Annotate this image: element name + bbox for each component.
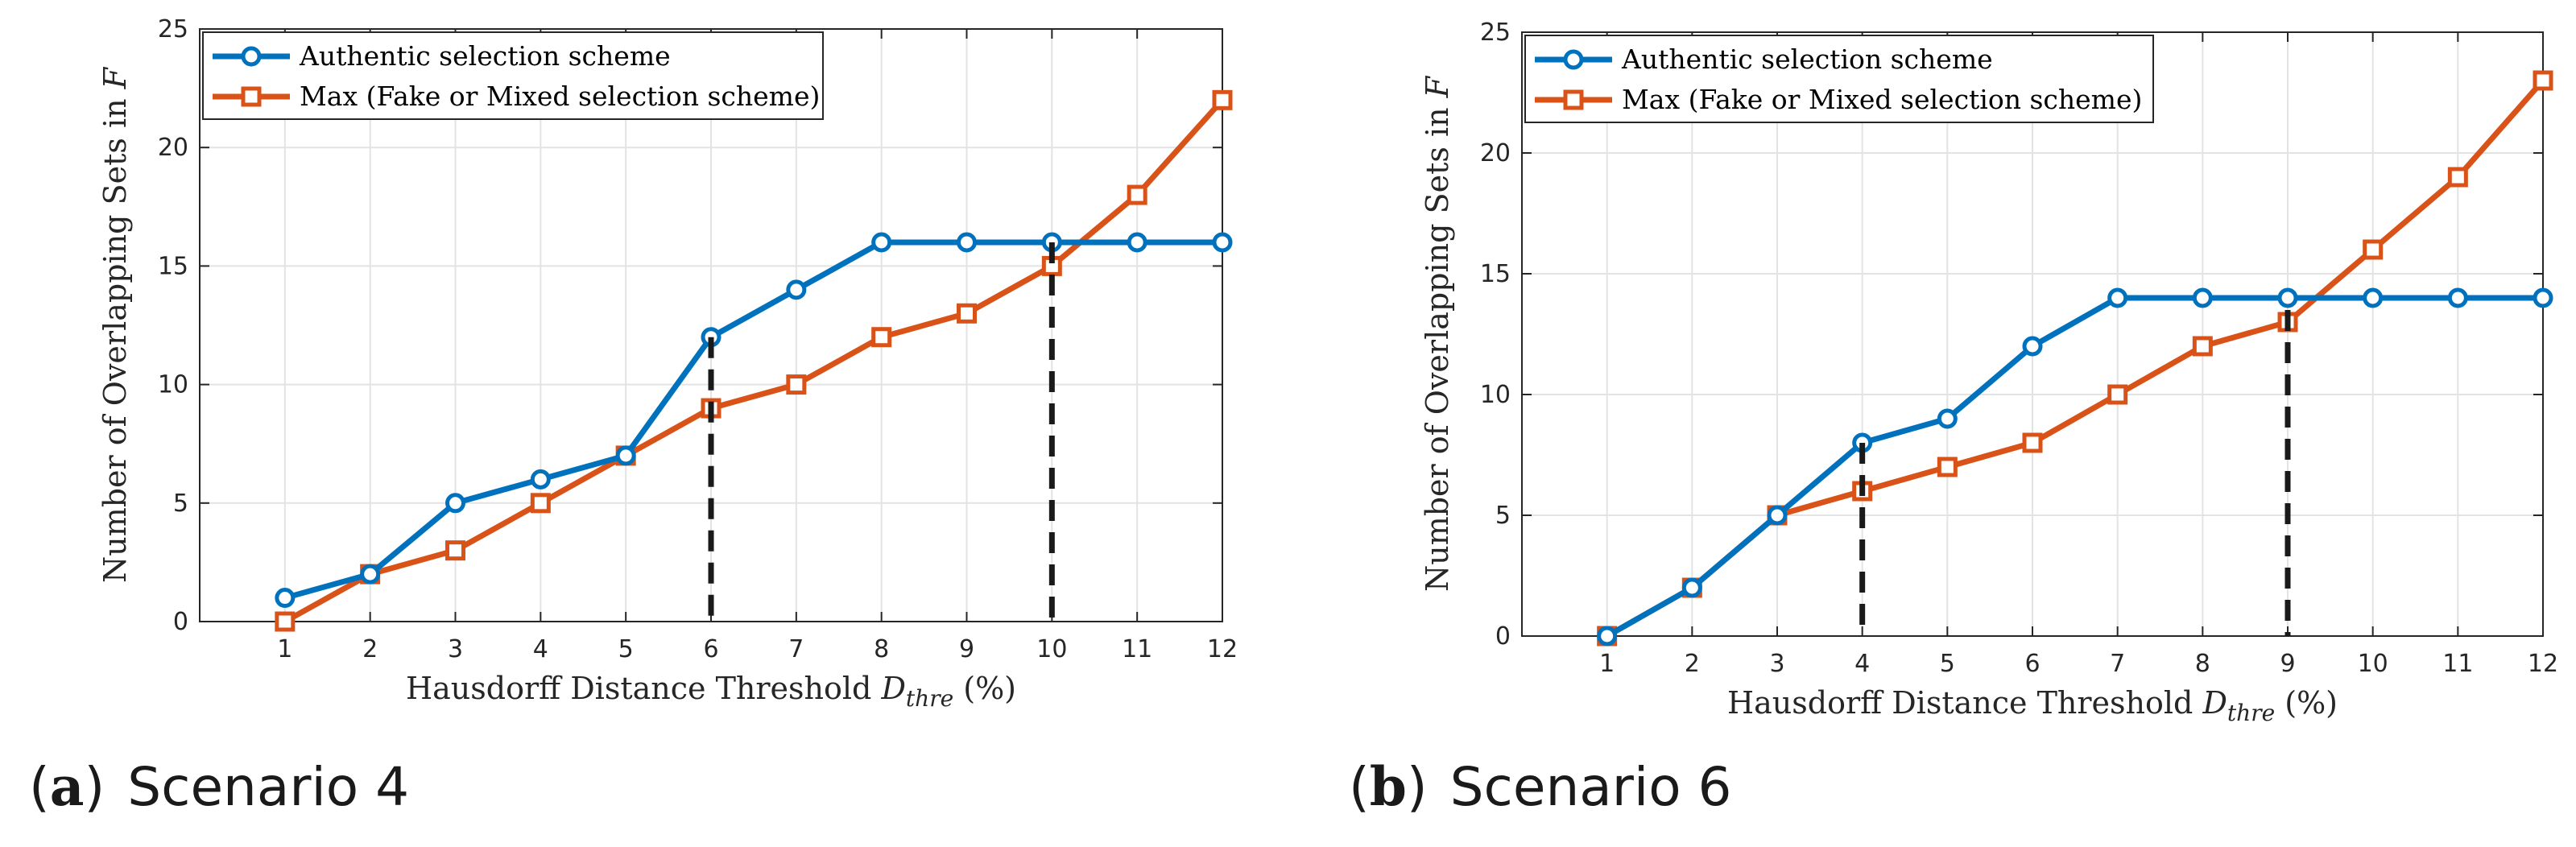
data-point-authentic xyxy=(1597,626,1618,647)
x-tick-label: 3 xyxy=(1769,650,1784,678)
x-tick-label: 5 xyxy=(1940,650,1955,678)
x-tick-label: 7 xyxy=(2110,650,2125,678)
data-point-authentic xyxy=(1937,408,1958,429)
x-tick-label: 10 xyxy=(2358,650,2388,678)
x-tick-label: 9 xyxy=(2280,650,2295,678)
y-axis-label: Number of Overlapping Sets in F xyxy=(1420,75,1455,592)
data-point-authentic xyxy=(1767,505,1788,526)
y-tick-label: 0 xyxy=(1495,622,1511,651)
data-point-authentic xyxy=(615,445,636,466)
x-tick-label: 8 xyxy=(2195,650,2210,678)
legend-marker-circle xyxy=(1563,49,1584,70)
data-point-max xyxy=(445,540,465,561)
x-tick-label: 2 xyxy=(1685,650,1700,678)
data-point-max xyxy=(2363,239,2384,260)
series-line-max xyxy=(283,97,1225,625)
data-point-max xyxy=(1937,457,1958,477)
x-tick-label: 6 xyxy=(2024,650,2040,678)
x-tick-label: 4 xyxy=(1854,650,1870,678)
legend-label: Authentic selection scheme xyxy=(299,40,671,72)
panel-caption: (a) Scenario 4 xyxy=(29,755,409,818)
data-point-authentic xyxy=(2363,287,2384,308)
x-tick-label: 12 xyxy=(1207,635,1238,663)
legend: Authentic selection scheme Max (Fake or M… xyxy=(202,31,824,120)
data-point-max xyxy=(275,611,296,632)
data-point-authentic xyxy=(2192,287,2213,308)
x-tick-label: 1 xyxy=(1599,650,1615,678)
x-axis-label: Hausdorff Distance Threshold Dthre (%) xyxy=(406,671,1016,712)
y-tick-label: 15 xyxy=(158,252,188,280)
x-tick-label: 11 xyxy=(1122,635,1152,663)
legend-marker-square xyxy=(241,86,262,107)
series-line-authentic xyxy=(283,239,1222,601)
data-point-max xyxy=(2107,384,2128,405)
data-point-max xyxy=(786,374,807,395)
data-point-max xyxy=(530,493,551,514)
data-point-authentic xyxy=(2277,287,2298,308)
y-tick-label: 15 xyxy=(1480,260,1511,288)
y-tick-label: 20 xyxy=(1480,139,1511,167)
legend-box xyxy=(202,31,824,120)
x-tick-label: 7 xyxy=(788,635,804,663)
y-tick-label: 25 xyxy=(158,15,188,43)
data-point-authentic xyxy=(1127,232,1147,253)
x-tick-label: 3 xyxy=(448,635,463,663)
data-point-authentic xyxy=(2533,287,2553,308)
x-tick-label: 5 xyxy=(618,635,634,663)
panel-caption: (b) Scenario 6 xyxy=(1349,755,1732,818)
data-point-authentic xyxy=(275,588,296,609)
x-tick-label: 10 xyxy=(1036,635,1067,663)
data-point-authentic xyxy=(530,469,551,490)
data-point-authentic xyxy=(2107,287,2128,308)
x-axis-label: Hausdorff Distance Threshold Dthre (%) xyxy=(1727,685,2338,726)
y-tick-label: 5 xyxy=(1495,502,1511,530)
data-point-authentic xyxy=(1681,577,1702,598)
data-point-authentic xyxy=(2022,336,2043,357)
x-tick-label: 1 xyxy=(277,635,292,663)
data-point-max xyxy=(1127,184,1147,205)
y-tick-label: 5 xyxy=(173,490,188,518)
legend-label: Max (Fake or Mixed selection scheme) xyxy=(300,81,820,112)
y-tick-label: 10 xyxy=(158,371,188,399)
data-point-authentic xyxy=(360,564,381,585)
x-tick-label: 2 xyxy=(362,635,378,663)
x-tick-label: 9 xyxy=(959,635,974,663)
legend-label: Max (Fake or Mixed selection scheme) xyxy=(1622,84,2142,115)
data-point-max xyxy=(2022,432,2043,453)
data-point-max xyxy=(871,327,892,348)
data-point-authentic xyxy=(957,232,977,253)
data-point-authentic xyxy=(2447,287,2468,308)
y-tick-label: 20 xyxy=(158,134,188,162)
legend-marker-circle xyxy=(241,46,262,67)
data-point-authentic xyxy=(871,232,892,253)
y-tick-label: 10 xyxy=(1480,381,1511,409)
data-point-authentic xyxy=(1212,232,1233,253)
x-tick-label: 8 xyxy=(874,635,889,663)
x-tick-label: 11 xyxy=(2442,650,2473,678)
legend-box xyxy=(1524,35,2154,123)
data-point-authentic xyxy=(445,493,465,514)
legend: Authentic selection scheme Max (Fake or M… xyxy=(1524,35,2154,123)
data-point-max xyxy=(957,303,977,324)
series-line-authentic xyxy=(1605,295,2543,639)
data-point-max xyxy=(2192,336,2213,357)
data-point-authentic xyxy=(786,279,807,300)
x-tick-label: 12 xyxy=(2528,650,2558,678)
legend-marker-square xyxy=(1563,89,1584,110)
y-axis-label: Number of Overlapping Sets in F xyxy=(97,66,133,583)
x-tick-label: 4 xyxy=(533,635,548,663)
y-tick-label: 0 xyxy=(173,608,188,636)
y-tick-label: 25 xyxy=(1480,19,1511,47)
legend-label: Authentic selection scheme xyxy=(1621,43,1993,75)
data-point-max xyxy=(1212,89,1233,110)
x-tick-label: 6 xyxy=(703,635,718,663)
data-point-max xyxy=(2533,70,2553,91)
data-point-max xyxy=(2447,167,2468,188)
